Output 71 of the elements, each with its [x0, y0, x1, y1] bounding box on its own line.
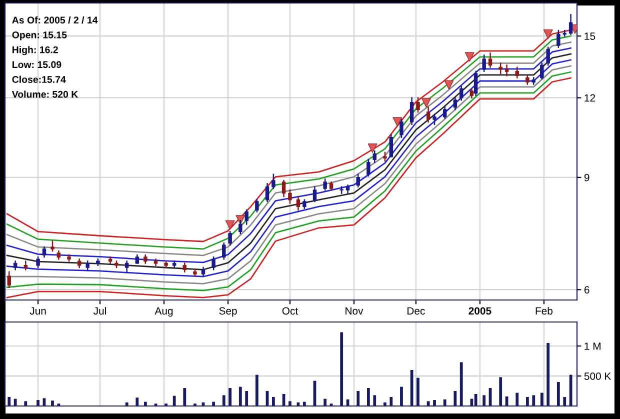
candlestick: [222, 242, 226, 260]
candlestick: [432, 114, 436, 126]
point: [422, 98, 431, 108]
candlestick: [410, 97, 414, 126]
x-tick-label: Sep: [219, 307, 237, 317]
candlestick: [366, 158, 370, 177]
candlestick: [323, 178, 327, 191]
candlestick: [482, 54, 486, 72]
candlestick: [568, 14, 573, 35]
y-tick-label: 9: [584, 174, 590, 182]
candlestick: [416, 97, 420, 113]
candlestick: [36, 256, 40, 268]
candlestick: [7, 271, 11, 288]
point: [464, 52, 474, 62]
candlestick: [546, 46, 550, 66]
x-tick-label: Jul: [93, 306, 106, 315]
candlestick: [442, 106, 447, 119]
candlestick: [470, 88, 474, 98]
candlestick: [296, 196, 300, 211]
candlestick: [532, 77, 536, 85]
point: [225, 220, 235, 230]
x-tick-label: Dec: [408, 307, 425, 315]
y-tick-label: 12: [584, 94, 596, 102]
x-tick-label: 2005: [468, 307, 492, 315]
y-tick-label: 15: [584, 32, 596, 40]
candlestick: [540, 62, 544, 80]
candlestick: [556, 30, 560, 48]
candlestick: [228, 230, 232, 246]
candlestick: [244, 209, 248, 225]
x-tick-label: Oct: [282, 307, 298, 315]
candlestick: [50, 240, 54, 252]
candlestick: [288, 189, 292, 204]
candlestick: [272, 174, 276, 190]
candlestick: [400, 118, 404, 138]
candlestick: [504, 64, 509, 76]
candlestick: [474, 70, 478, 96]
annotation: As Of: 2005 / 2 / 14: [12, 16, 98, 24]
point: [368, 144, 378, 153]
x-tick-label: Nov: [346, 307, 364, 315]
candlestick: [42, 246, 46, 258]
candlestick: [265, 183, 270, 202]
annotation: High: 16.2: [12, 46, 58, 56]
candlestick: [124, 260, 129, 272]
candlestick: [389, 134, 394, 158]
x-tick-label: Aug: [154, 307, 173, 317]
y-tick-label: 1 M: [584, 342, 600, 350]
candlestick: [356, 174, 360, 188]
candlestick: [282, 180, 286, 198]
candlestick: [426, 106, 430, 122]
point: [392, 117, 402, 127]
candlestick: [238, 220, 242, 234]
candlestick: [24, 260, 28, 270]
candlestick: [515, 66, 519, 78]
y-tick-label: 500 K: [584, 372, 612, 380]
candlestick: [372, 150, 376, 164]
annotation: Close:15.74: [12, 76, 66, 83]
candlestick: [255, 199, 259, 212]
candlestick: [488, 52, 492, 68]
annotation: Low: 15.09: [12, 61, 62, 68]
candlestick: [459, 86, 464, 101]
x-tick-label: Jun: [30, 307, 46, 315]
candlestick: [312, 186, 317, 202]
x-tick-label: Feb: [536, 306, 552, 315]
point: [543, 29, 553, 39]
annotation: Open: 15.15: [12, 31, 67, 40]
candlestick: [498, 62, 502, 74]
y-tick-label: 6: [584, 286, 590, 294]
candlestick: [212, 256, 216, 270]
candlestick: [453, 97, 458, 110]
point: [444, 80, 454, 90]
annotation: Volume: 520 K: [12, 90, 78, 98]
